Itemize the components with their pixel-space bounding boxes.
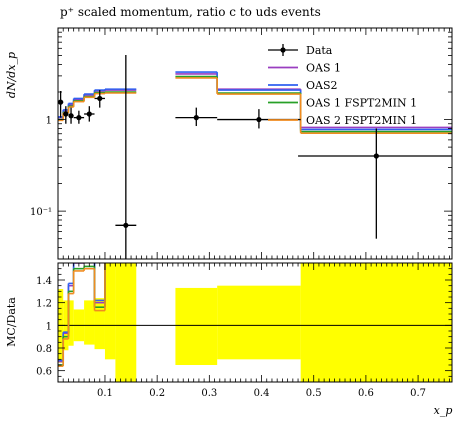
legend-entry-1: OAS2 — [268, 79, 338, 92]
x-tick-label: 0.4 — [254, 388, 270, 399]
legend: Data OAS 1 OAS2 OAS 1 FSPT2MIN 1 OAS 2 FSPT2… — [268, 44, 417, 127]
main-y-tick-label: 10⁻¹ — [30, 207, 52, 218]
legend-entry-data: Data — [268, 44, 333, 57]
legend-entry-0: OAS 1 — [268, 62, 341, 75]
uncertainty-band — [175, 287, 218, 365]
data-point — [123, 222, 129, 228]
uncertainty-band — [68, 300, 74, 346]
x-tick-label: 0.2 — [149, 388, 165, 399]
mc-series-3 — [58, 77, 452, 134]
main-frame — [57, 27, 453, 260]
ratio-y-tick-label: 1 — [46, 321, 52, 332]
legend-entry-2: OAS 1 FSPT2MIN 1 — [268, 97, 417, 110]
legend-label: OAS 1 — [306, 62, 341, 75]
x-tick-label: 0.6 — [358, 388, 374, 399]
data-point — [63, 111, 69, 117]
ratio-y-tick-label: 0.6 — [36, 367, 52, 378]
x-tick-label: 0.3 — [201, 388, 217, 399]
data-point — [256, 116, 262, 123]
x-axis-label: x_p — [434, 404, 453, 417]
data-point — [58, 99, 64, 105]
uncertainty-band — [58, 289, 64, 363]
data-point — [86, 111, 92, 117]
data-point — [68, 113, 74, 119]
ratio-y-tick-label: 1.4 — [36, 276, 52, 287]
main-y-tick-label: 1 — [46, 116, 52, 127]
ratio-y-tick-label: 1.2 — [36, 299, 52, 310]
legend-label: OAS 1 FSPT2MIN 1 — [306, 97, 417, 110]
legend-label: OAS2 — [306, 79, 338, 92]
main-panel: 1 10⁻¹ — [30, 27, 453, 260]
data-point — [97, 95, 103, 102]
data-point — [76, 115, 82, 121]
main-y-axis-label: dN/dx_p — [5, 52, 18, 98]
chart-title: p⁺ scaled momentum, ratio c to uds event… — [60, 5, 321, 19]
ratio-frame — [57, 262, 453, 383]
x-tick-label: 0.7 — [410, 388, 426, 399]
uncertainty-band — [217, 285, 301, 360]
legend-label-data: Data — [306, 44, 333, 57]
ratio-y-tick-label: 0.8 — [36, 344, 52, 355]
data-point — [373, 153, 379, 159]
ratio-panel: 0.6 0.8 1 1.2 1.4 0.1 0.2 0.3 0.4 0.5 0.6 0.7 — [36, 262, 453, 399]
x-tick-label: 0.5 — [306, 388, 322, 399]
uncertainty-band — [94, 298, 105, 350]
uncertainty-band — [300, 263, 452, 382]
legend-entry-3: OAS 2 FSPT2MIN 1 — [268, 114, 417, 127]
main-plot-area — [58, 55, 452, 259]
x-tick-label: 0.1 — [97, 388, 113, 399]
data-point — [193, 115, 199, 121]
legend-label: OAS 2 FSPT2MIN 1 — [306, 114, 417, 127]
uncertainty-band — [115, 263, 137, 382]
uncertainty-band — [104, 263, 116, 360]
ratio-plot-area — [58, 263, 452, 382]
uncertainty-band — [84, 300, 95, 345]
ratio-y-axis-label: MC/Data — [5, 297, 18, 347]
